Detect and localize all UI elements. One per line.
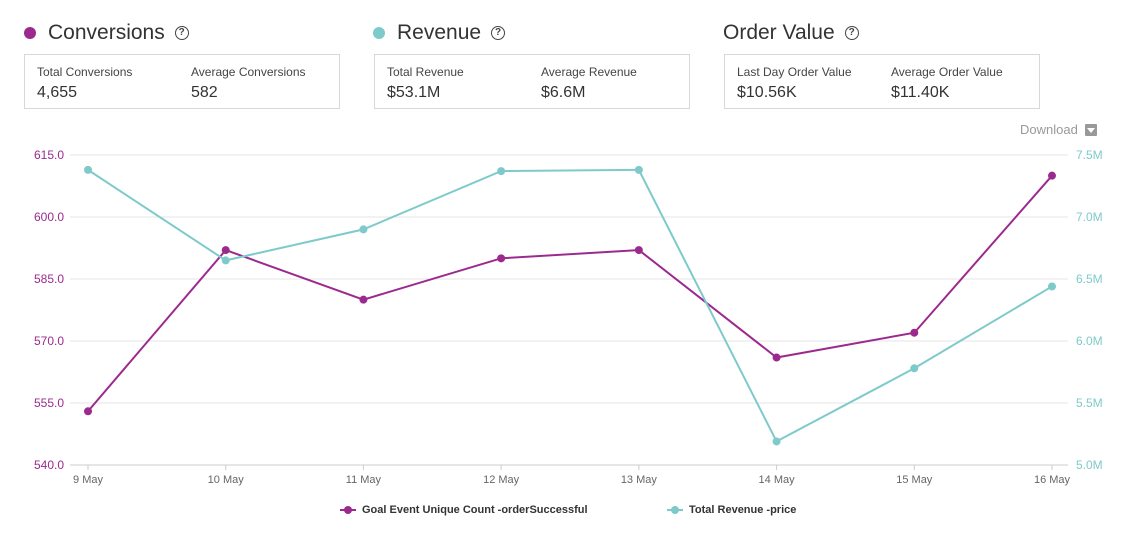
y-left-tick-label: 600.0: [34, 210, 64, 224]
metric-value: 582: [191, 84, 218, 101]
data-point-conversions: [634, 246, 643, 255]
metric-label: Total Conversions: [37, 65, 133, 79]
legend-item-revenue[interactable]: Total Revenue -price: [667, 504, 796, 516]
x-tick-label: 10 May: [208, 474, 245, 486]
data-point-conversions: [359, 295, 368, 304]
y-right-tick-label: 5.0M: [1076, 458, 1103, 472]
y-right-tick-label: 6.5M: [1076, 272, 1103, 286]
metric-label: Average Order Value: [891, 65, 1003, 79]
data-point-conversions: [910, 328, 919, 337]
legend-marker: [667, 506, 683, 514]
conversions-color-dot: [24, 27, 36, 39]
line-chart: 540.0 5.0M 555.0 5.5M 570.0 6.0M 585.0 6.5M 600.…: [34, 148, 1103, 486]
data-point-conversions: [84, 407, 92, 416]
data-point-revenue: [1048, 282, 1056, 291]
download-button[interactable]: Download: [1020, 122, 1097, 137]
order-value-section: Order Value ?: [723, 20, 859, 46]
y-right-tick-label: 7.5M: [1076, 148, 1103, 162]
revenue-color-dot: [373, 27, 385, 39]
data-point-revenue: [359, 225, 368, 234]
revenue-section: Revenue ?: [373, 20, 506, 46]
y-right-tick-label: 7.0M: [1076, 210, 1103, 224]
section-title: Revenue: [397, 21, 482, 44]
series-line-conversions: [87, 175, 1053, 412]
x-tick-label: 11 May: [346, 474, 382, 486]
x-tick-label: 12 May: [483, 474, 520, 486]
download-label: Download: [1020, 122, 1078, 137]
y-left-tick-label: 570.0: [34, 334, 64, 348]
conversions-section: Conversions ?: [24, 20, 189, 46]
metric-value: 4,655: [37, 84, 78, 101]
metric-label: Average Conversions: [191, 65, 306, 79]
y-right-tick-label: 6.0M: [1076, 334, 1103, 348]
section-title: Conversions: [48, 21, 165, 44]
y-left-tick-label: 540.0: [34, 458, 64, 472]
data-point-conversions: [772, 353, 781, 362]
data-point-revenue: [497, 167, 506, 176]
metric-value: $10.56K: [737, 84, 797, 101]
help-icon[interactable]: ?: [174, 26, 189, 40]
revenue-card: Total Revenue $53.1M Average Revenue $6.…: [374, 54, 690, 109]
metric-value: $11.40K: [891, 84, 950, 101]
legend-marker: [340, 506, 356, 514]
x-tick-label: 14 May: [759, 474, 796, 486]
y-left-tick-label: 585.0: [34, 272, 64, 286]
data-point-revenue: [221, 256, 230, 265]
x-tick-label: 16 May: [1034, 474, 1071, 486]
series-line-revenue: [87, 168, 1053, 443]
download-dropdown-icon[interactable]: [1084, 123, 1097, 136]
y-right-tick-label: 5.5M: [1076, 396, 1103, 410]
section-title: Order Value: [723, 21, 835, 44]
data-point-conversions: [1048, 171, 1056, 180]
data-point-revenue: [84, 165, 92, 174]
legend-item-conversions[interactable]: Goal Event Unique Count -orderSuccessful: [340, 504, 588, 516]
x-tick-label: 13 May: [621, 474, 658, 486]
metric-value: $53.1M: [387, 84, 441, 101]
data-point-revenue: [634, 165, 643, 174]
metric-value: $6.6M: [541, 84, 586, 101]
conversions-card: Total Conversions 4,655 Average Conversi…: [24, 54, 340, 109]
legend-label: Total Revenue -price: [689, 504, 797, 516]
data-point-conversions: [221, 246, 230, 255]
data-point-revenue: [910, 364, 919, 373]
data-point-revenue: [772, 437, 781, 446]
x-tick-label: 9 May: [73, 474, 103, 486]
metric-label: Last Day Order Value: [737, 65, 852, 79]
y-left-tick-label: 615.0: [34, 148, 64, 162]
data-point-conversions: [497, 254, 506, 263]
help-icon[interactable]: ?: [844, 26, 859, 40]
help-icon[interactable]: ?: [491, 26, 506, 40]
metric-label: Average Revenue: [541, 65, 637, 79]
metric-label: Total Revenue: [387, 65, 464, 79]
order-value-card: Last Day Order Value $10.56K Average Ord…: [724, 54, 1040, 109]
y-left-tick-label: 555.0: [34, 396, 64, 410]
legend-label: Goal Event Unique Count -orderSuccessful: [362, 504, 588, 516]
x-tick-label: 15 May: [896, 474, 933, 486]
